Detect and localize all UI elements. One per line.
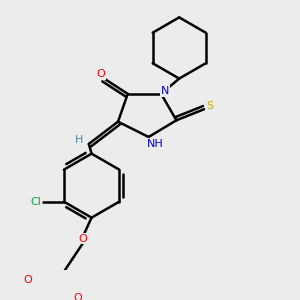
Text: O: O [96, 69, 105, 80]
Text: NH: NH [147, 139, 164, 149]
Text: O: O [79, 233, 88, 244]
Text: O: O [73, 293, 82, 300]
Text: S: S [206, 101, 213, 111]
Text: N: N [161, 86, 170, 96]
Text: Cl: Cl [31, 197, 41, 207]
Text: O: O [24, 275, 32, 285]
Text: H: H [75, 135, 83, 145]
